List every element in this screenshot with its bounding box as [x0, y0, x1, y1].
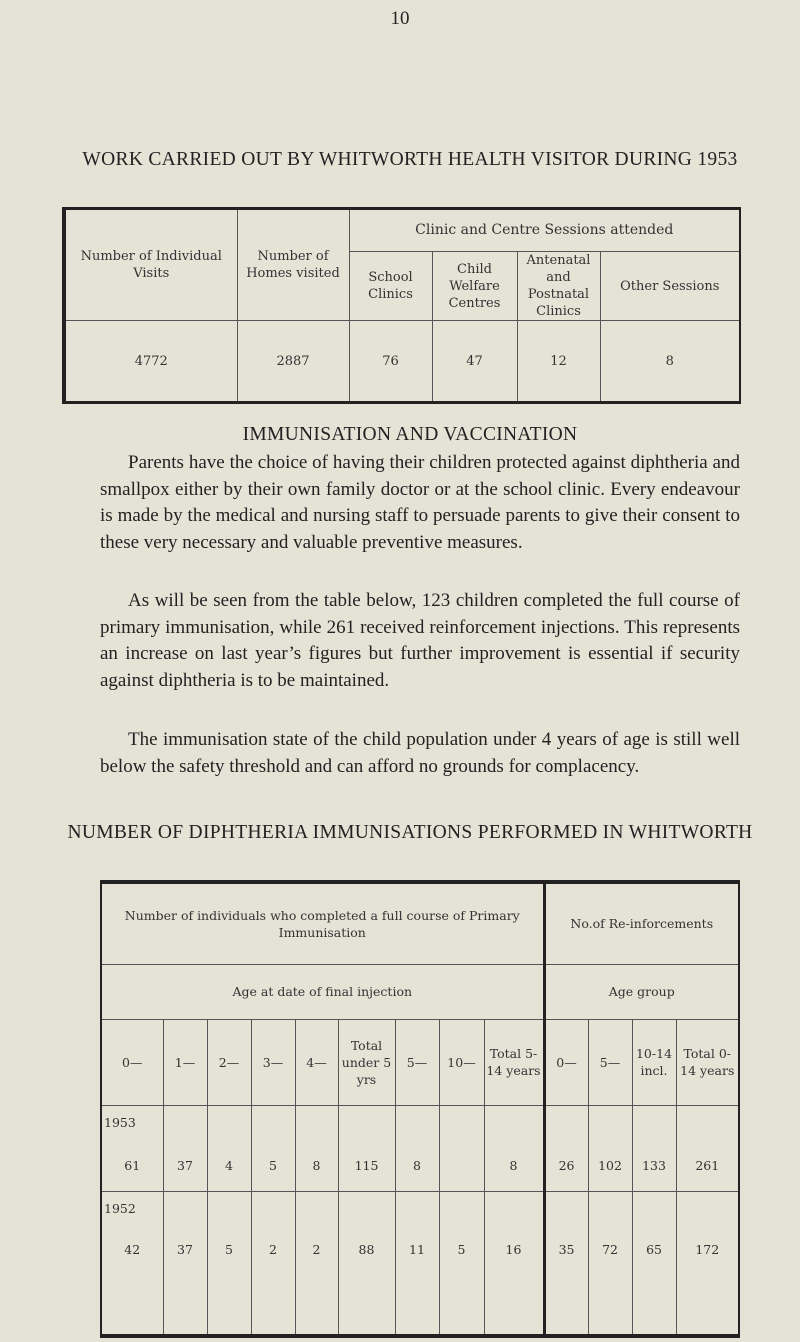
col-header: 0— — [543, 1018, 589, 1106]
col-other-sessions: Other Sessions — [599, 251, 741, 321]
cell: 11 — [394, 1241, 440, 1337]
diphtheria-table: Number of individuals who completed a fu… — [100, 880, 741, 1338]
spacer-cell — [162, 1190, 208, 1241]
cell: 261 — [675, 1141, 740, 1192]
col-header: 5— — [587, 1018, 633, 1106]
primary-header: Number of individuals who completed a fu… — [100, 881, 546, 965]
year-label: 1953 — [100, 1104, 163, 1141]
spacer-cell — [250, 1190, 296, 1241]
year-row: 1953 — [100, 1104, 740, 1141]
cell: 8 — [599, 320, 741, 403]
page-number: 10 — [390, 8, 410, 29]
cell: 4772 — [63, 320, 238, 403]
col-group-sessions: Clinic and Centre Sessions attended — [348, 208, 741, 252]
col-child-welfare: Child Welfare Centres — [431, 251, 518, 321]
spacer-cell — [438, 1104, 485, 1141]
cell: 76 — [348, 320, 433, 403]
spacer-cell — [162, 1104, 208, 1141]
table-row: 42 37 5 2 2 88 11 5 16 35 72 65 172 — [100, 1241, 740, 1337]
cell: 5 — [206, 1241, 252, 1337]
health-visitor-table: Number of Individual Visits Number of Ho… — [62, 207, 742, 404]
cell: 8 — [294, 1141, 339, 1192]
spacer-cell — [631, 1190, 677, 1241]
cell: 8 — [483, 1141, 546, 1192]
table-row: 61 37 4 5 8 115 8 8 26 102 133 261 — [100, 1141, 740, 1192]
cell: 115 — [337, 1141, 396, 1192]
col-header: 3— — [250, 1018, 296, 1106]
spacer-cell — [394, 1104, 440, 1141]
paragraph: The immunisation state of the child popu… — [100, 729, 740, 777]
spacer-cell — [483, 1104, 546, 1141]
col-header: 10— — [438, 1018, 485, 1106]
cell: 2 — [250, 1241, 296, 1337]
cell: 26 — [543, 1141, 589, 1192]
cell: 5 — [438, 1241, 485, 1337]
spacer-cell — [543, 1190, 589, 1241]
spacer-cell — [543, 1104, 589, 1141]
col-header: 4— — [294, 1018, 339, 1106]
col-header: Total 0-14 years — [675, 1018, 740, 1106]
cell: 61 — [100, 1141, 164, 1192]
col-header: 5— — [394, 1018, 440, 1106]
col-header: 0— — [100, 1018, 164, 1106]
section-title-work: WORK CARRIED OUT BY WHITWORTH HEALTH VIS… — [82, 149, 738, 170]
spacer-cell — [587, 1190, 633, 1241]
cell: 88 — [337, 1241, 396, 1337]
cell: 47 — [431, 320, 518, 403]
col-header: 10-14 incl. — [631, 1018, 677, 1106]
spacer-cell — [337, 1104, 396, 1141]
spacer-cell — [438, 1190, 485, 1241]
spacer-cell — [337, 1190, 396, 1241]
section-title-immunisation: IMMUNISATION AND VACCINATION — [242, 424, 578, 445]
cell: 72 — [587, 1241, 633, 1337]
year-row: 1952 — [100, 1190, 740, 1241]
age-final-header: Age at date of final injection — [100, 963, 546, 1020]
spacer-cell — [394, 1190, 440, 1241]
col-header: 2— — [206, 1018, 252, 1106]
cell: 133 — [631, 1141, 677, 1192]
col-header: Total 5-14 years — [483, 1018, 546, 1106]
spacer-cell — [250, 1104, 296, 1141]
cell: 42 — [100, 1241, 164, 1337]
reinforcements-header: No.of Re-inforcements — [543, 881, 740, 965]
cell: 37 — [162, 1241, 208, 1337]
age-group-header: Age group — [543, 963, 740, 1020]
paragraph: Parents have the choice of having their … — [100, 452, 740, 553]
cell: 65 — [631, 1241, 677, 1337]
spacer-cell — [631, 1104, 677, 1141]
spacer-cell — [206, 1190, 252, 1241]
col-header: 1— — [162, 1018, 208, 1106]
spacer-cell — [675, 1104, 740, 1141]
cell: 4 — [206, 1141, 252, 1192]
col-homes-visited: Number of Homes visited — [236, 208, 350, 321]
spacer-cell — [206, 1104, 252, 1141]
cell: 102 — [587, 1141, 633, 1192]
cell: 5 — [250, 1141, 296, 1192]
cell: 2887 — [236, 320, 350, 403]
cell: 172 — [675, 1241, 740, 1337]
spacer-cell — [294, 1190, 339, 1241]
paragraph: As will be seen from the table below, 12… — [100, 590, 740, 691]
spacer-cell — [675, 1190, 740, 1241]
spacer-cell — [294, 1104, 339, 1141]
col-header: Total under 5 yrs — [337, 1018, 396, 1106]
year-label: 1952 — [100, 1190, 163, 1241]
section-title-diphtheria: NUMBER OF DIPHTHERIA IMMUNISATIONS PERFO… — [67, 822, 753, 843]
cell: 12 — [516, 320, 601, 403]
cell: 8 — [394, 1141, 440, 1192]
spacer-cell — [483, 1190, 546, 1241]
cell: 2 — [294, 1241, 339, 1337]
cell — [438, 1141, 485, 1192]
cell: 37 — [162, 1141, 208, 1192]
col-school-clinics: School Clinics — [348, 251, 433, 321]
col-antenatal: Antenatal and Postnatal Clinics — [516, 251, 601, 321]
cell: 35 — [543, 1241, 589, 1337]
cell: 16 — [483, 1241, 546, 1337]
spacer-cell — [587, 1104, 633, 1141]
col-individual-visits: Number of Individual Visits — [63, 208, 238, 321]
